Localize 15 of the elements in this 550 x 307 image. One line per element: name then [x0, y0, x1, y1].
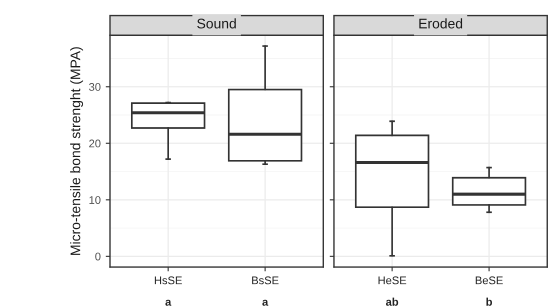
text: a [262, 300, 268, 306]
chart-title: Eroded [419, 18, 462, 28]
x-tick-label: BsSE [252, 276, 279, 284]
text: ab [386, 298, 398, 306]
y-tick-label: 10 [89, 196, 101, 204]
y-tick-label: 30 [89, 83, 101, 91]
y-axis-title: Micro-tensile bond strenght (MPA) [70, 47, 84, 255]
x-tick-label: HsSE [154, 276, 182, 284]
chart-title: Sound [197, 18, 236, 28]
text: a [165, 300, 172, 306]
x-tick-label: BeSE [476, 276, 503, 284]
y-tick-label: 0 [95, 252, 101, 260]
text: b [486, 298, 492, 306]
y-tick-label: 20 [89, 140, 101, 148]
x-tick-label: HeSE [378, 276, 406, 284]
